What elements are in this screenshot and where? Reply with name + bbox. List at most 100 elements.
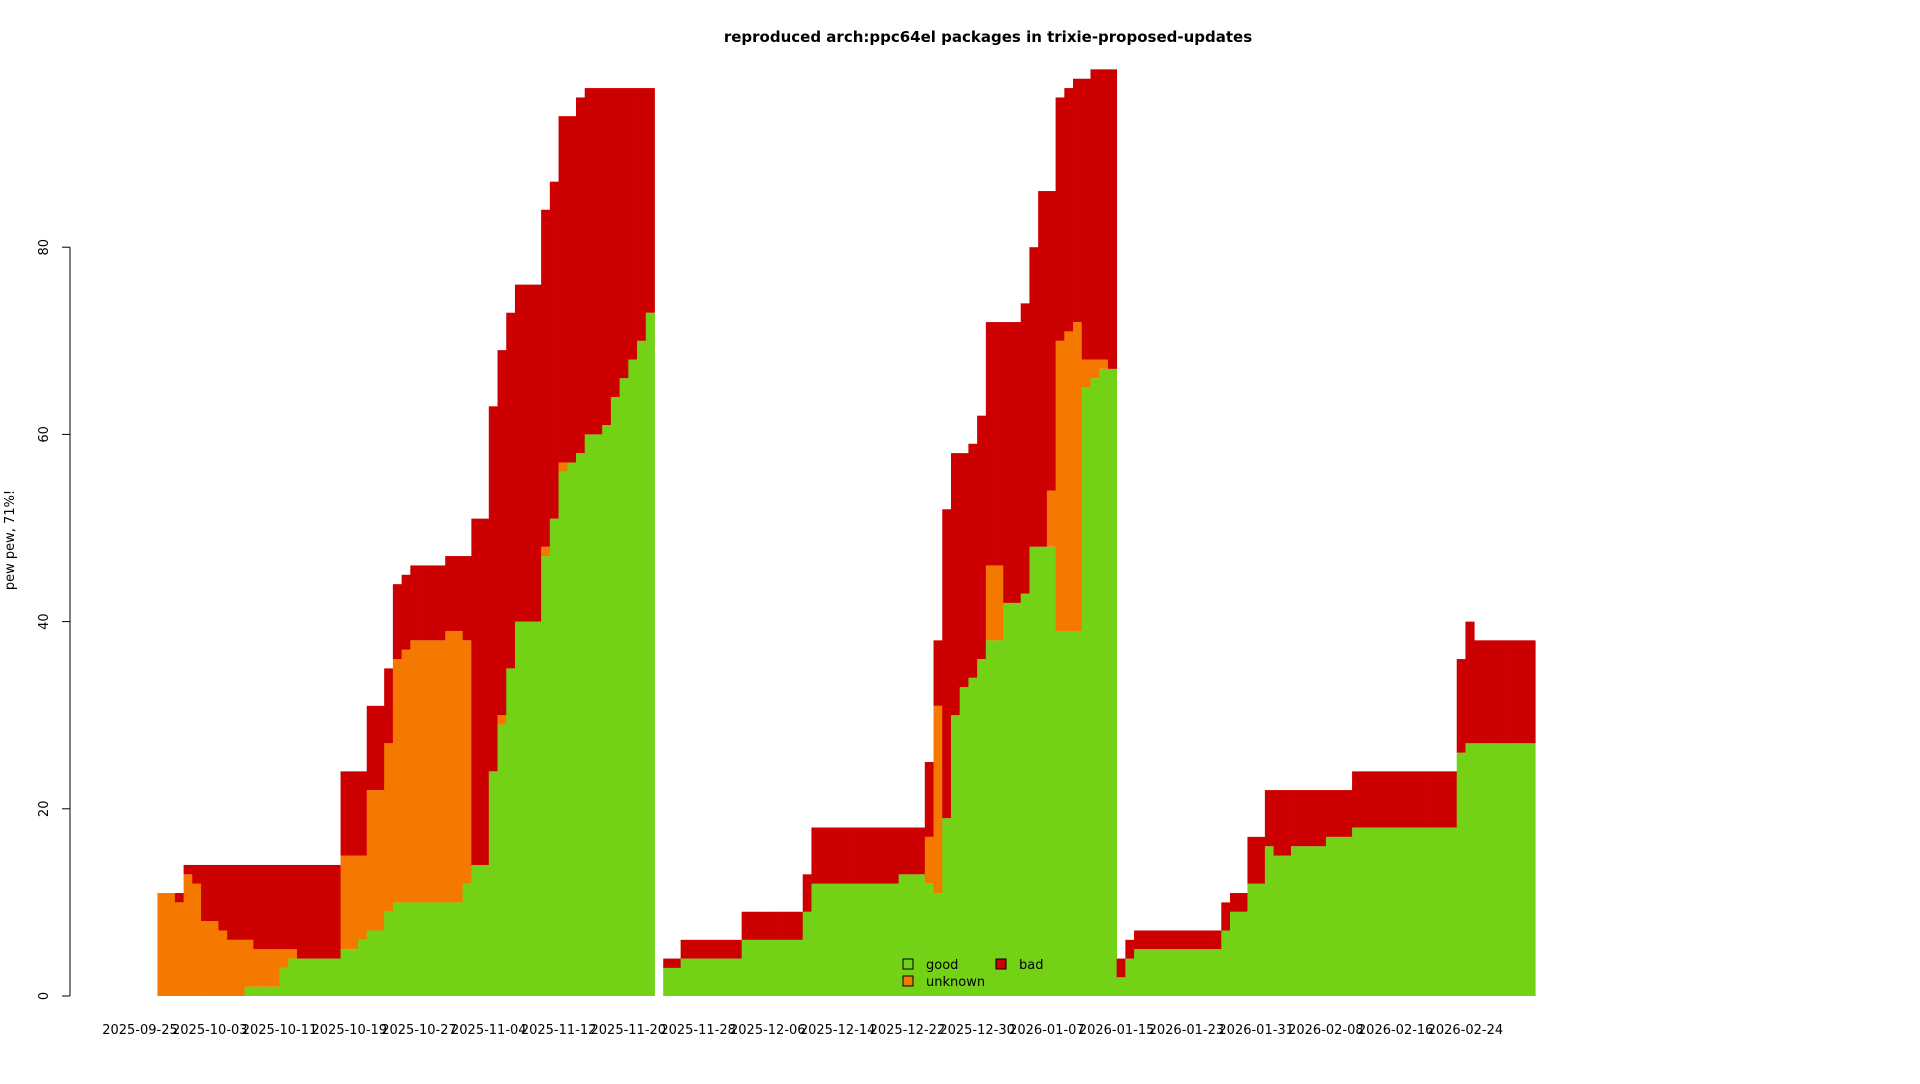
bar-unknown bbox=[358, 855, 368, 940]
bar-good bbox=[1212, 949, 1222, 996]
bar-good bbox=[445, 902, 455, 996]
legend-label-bad: bad bbox=[1019, 958, 1043, 973]
bar-good bbox=[279, 967, 289, 996]
bar-good bbox=[1448, 827, 1458, 996]
bar-bad bbox=[1474, 640, 1484, 744]
bar-good bbox=[436, 902, 446, 996]
bar-good bbox=[1404, 827, 1414, 996]
bar-bad bbox=[846, 827, 856, 884]
bar-bad bbox=[593, 88, 603, 435]
bar-good bbox=[314, 958, 324, 996]
bar-bad bbox=[689, 939, 699, 959]
bar-bad bbox=[881, 827, 891, 884]
bar-bad bbox=[1125, 939, 1135, 959]
bar-bad bbox=[392, 584, 402, 660]
bar-unknown bbox=[1090, 359, 1100, 379]
bar-good bbox=[1343, 836, 1353, 996]
bar-good bbox=[1081, 387, 1091, 997]
bar-good bbox=[610, 396, 620, 997]
bar-good bbox=[1360, 827, 1370, 996]
bar-good bbox=[924, 883, 934, 996]
bar-bad bbox=[950, 453, 961, 716]
bar-bad bbox=[1038, 191, 1048, 547]
bar-bad bbox=[235, 864, 246, 940]
bar-bad bbox=[889, 827, 900, 884]
bar-unknown bbox=[349, 855, 359, 950]
bar-unknown bbox=[453, 630, 464, 903]
bar-good bbox=[1413, 827, 1423, 996]
bar-good bbox=[1238, 911, 1248, 996]
bar-bad bbox=[323, 864, 333, 959]
bar-bad bbox=[1308, 790, 1318, 847]
bar-good bbox=[1299, 846, 1309, 996]
bar-bad bbox=[384, 668, 394, 744]
bar-good bbox=[1090, 378, 1100, 996]
bar-unknown bbox=[192, 883, 202, 996]
bar-good bbox=[1500, 743, 1510, 996]
bar-good bbox=[270, 986, 280, 996]
bar-bad bbox=[977, 415, 987, 660]
bar-good bbox=[1134, 949, 1144, 996]
bar-bad bbox=[663, 958, 673, 968]
bar-good bbox=[497, 724, 507, 996]
bar-bad bbox=[218, 864, 228, 931]
bar-bad bbox=[340, 771, 350, 856]
bar-good bbox=[1430, 827, 1440, 996]
bar-unknown bbox=[1073, 322, 1083, 631]
bar-good bbox=[671, 967, 682, 996]
bar-good bbox=[689, 958, 699, 996]
bar-bad bbox=[436, 565, 446, 641]
legend-swatch-good bbox=[902, 958, 914, 970]
bar-good bbox=[1003, 602, 1013, 996]
bar-bad bbox=[1221, 902, 1231, 931]
bar-bad bbox=[1500, 640, 1510, 744]
bar-good bbox=[741, 939, 751, 996]
bar-good bbox=[323, 958, 333, 996]
bar-bad bbox=[1421, 771, 1431, 828]
bar-bad bbox=[1090, 69, 1100, 360]
bar-bad bbox=[837, 827, 847, 884]
bar-bad bbox=[183, 864, 193, 875]
bar-bad bbox=[288, 864, 298, 950]
bar-good bbox=[1125, 958, 1135, 996]
bar-bad bbox=[209, 864, 219, 922]
x-tick-label: 2025-11-04 bbox=[451, 1023, 527, 1038]
bar-good bbox=[1308, 846, 1318, 996]
bar-good bbox=[855, 883, 865, 996]
bar-good bbox=[863, 883, 873, 996]
bar-good bbox=[663, 967, 673, 996]
y-tick-label: 20 bbox=[37, 801, 52, 818]
bar-good bbox=[1151, 949, 1161, 996]
bar-bad bbox=[314, 864, 324, 959]
bar-unknown bbox=[201, 921, 211, 996]
bar-bad bbox=[523, 284, 533, 622]
bar-bad bbox=[741, 911, 751, 940]
bar-good bbox=[907, 874, 917, 996]
bar-good bbox=[358, 939, 368, 996]
bar-bad bbox=[305, 864, 315, 959]
bar-good bbox=[384, 911, 394, 996]
bar-unknown bbox=[227, 939, 237, 996]
x-tick-label: 2025-11-28 bbox=[660, 1023, 736, 1038]
bar-good bbox=[1064, 630, 1074, 996]
bar-unknown bbox=[174, 902, 184, 996]
legend-label-good: good bbox=[926, 958, 958, 973]
bar-unknown bbox=[436, 640, 446, 903]
bar-bad bbox=[227, 864, 237, 940]
bar-bad bbox=[558, 116, 568, 463]
bar-good bbox=[811, 883, 821, 996]
chart-title: reproduced arch:ppc64el packages in trix… bbox=[724, 28, 1252, 46]
bar-good bbox=[994, 640, 1004, 996]
bar-bad bbox=[1020, 303, 1030, 594]
bar-good bbox=[698, 958, 708, 996]
bar-bad bbox=[872, 827, 882, 884]
bar-bad bbox=[1482, 640, 1492, 744]
bar-bad bbox=[610, 88, 620, 397]
bar-good bbox=[977, 659, 987, 996]
bar-good bbox=[889, 883, 900, 996]
bar-good bbox=[1273, 855, 1283, 996]
bar-good bbox=[253, 986, 263, 996]
bar-bad bbox=[916, 827, 926, 875]
bar-bad bbox=[602, 88, 612, 426]
bar-good bbox=[1142, 949, 1152, 996]
